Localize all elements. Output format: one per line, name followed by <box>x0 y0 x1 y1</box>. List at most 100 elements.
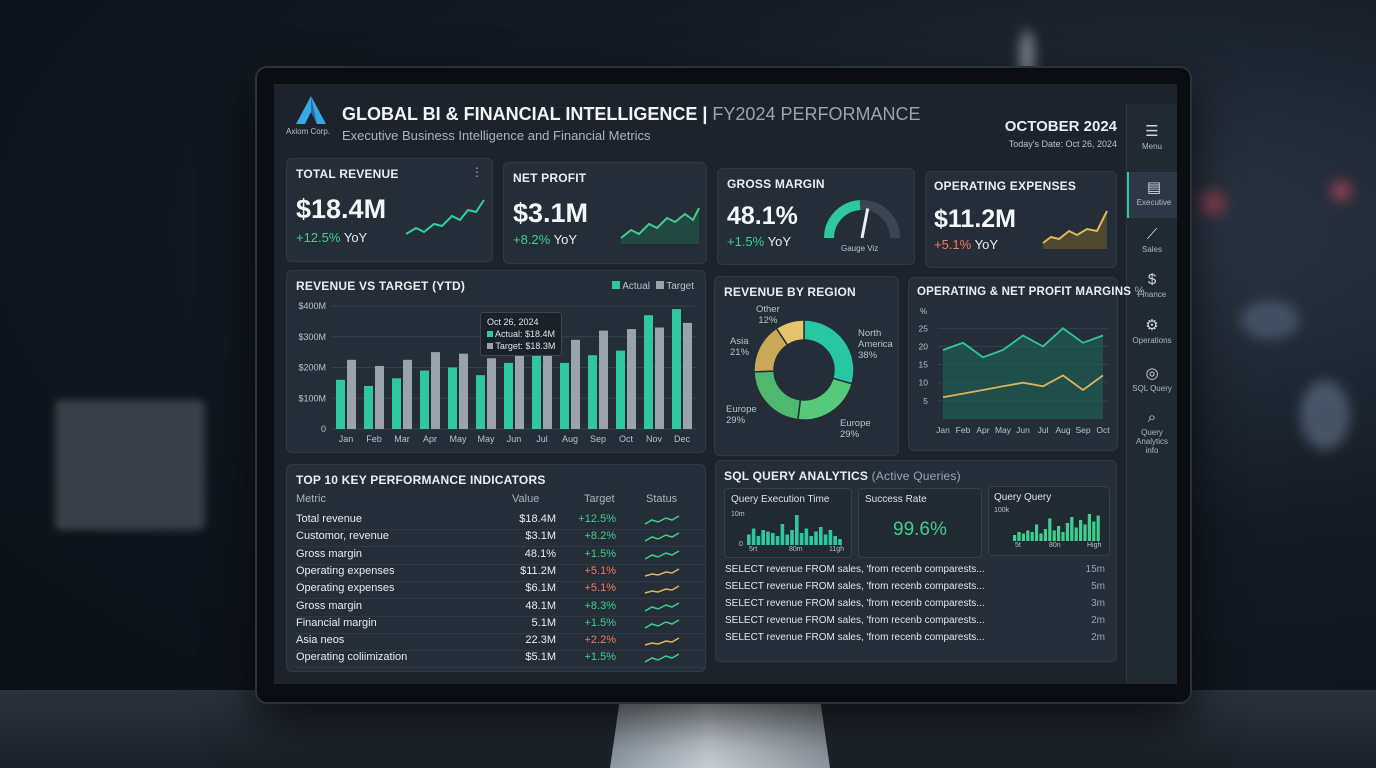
metric-cell: Financial margin <box>296 616 377 629</box>
value-cell: 5.1M <box>531 616 556 629</box>
kpi-value: $11.2M <box>934 205 1017 233</box>
table-row[interactable]: Operating coliimization $5.1M +1.5% <box>296 650 706 669</box>
y-tick: 10m <box>731 511 745 518</box>
donut-slice[interactable] <box>803 319 855 385</box>
query-row[interactable]: SELECT revenue FROM sales, 'from recenb … <box>725 632 1105 643</box>
y-tick-label: $400M <box>298 301 326 311</box>
nav-operations[interactable]: ⚙ Operations <box>1127 316 1177 345</box>
bar-target[interactable] <box>599 330 608 429</box>
value-cell: $5.1M <box>525 651 556 664</box>
revenue-bar-chart: $400M $300M $200M $100M 0 Jan Feb Mar Apr May May J… <box>298 301 696 444</box>
margins-card: OPERATING & NET PROFIT MARGINS % % 25 20 1… <box>908 277 1145 451</box>
bar-target[interactable] <box>571 339 580 429</box>
nav-menu[interactable]: ☰ Menu <box>1127 122 1177 151</box>
table-row[interactable]: Gross margin 48.1% +1.5% <box>296 547 706 565</box>
sql-title: SQL QUERY ANALYTICS (Active Queries) <box>724 469 961 483</box>
side-nav: ☰ Menu ▤ Executive ⟋ Sales $ Finance ⚙ Operat… <box>1126 104 1177 684</box>
bar-target[interactable] <box>431 352 440 429</box>
status-sparkline <box>644 515 680 525</box>
mini-bar <box>1079 520 1083 541</box>
mini-bar <box>828 530 833 545</box>
kpi-title: OPERATING EXPENSES <box>934 179 1077 193</box>
y-tick-label: 20 <box>919 341 929 351</box>
kpi-card-gross-margin[interactable]: GROSS MARGIN 48.1% +1.5% YoY Gauge Viz <box>717 168 915 265</box>
exec-time-bars <box>747 515 842 545</box>
query-row[interactable]: SELECT revenue FROM sales, 'from recenb … <box>725 598 1105 609</box>
kpi-card-net-profit[interactable]: NET PROFIT $3.1M +8.2% YoY <box>503 162 707 264</box>
table-row[interactable]: Gross margin 48.1M +8.3% <box>296 599 706 617</box>
page-subtitle: Executive Business Intelligence and Fina… <box>342 128 651 143</box>
database-icon: ◎ <box>1145 365 1159 382</box>
bar-actual[interactable] <box>336 379 345 429</box>
bar-target[interactable] <box>487 358 496 429</box>
table-row[interactable]: Customor, revenue $3.1M +8.2% <box>296 529 706 548</box>
query-row[interactable]: SELECT revenue FROM sales, 'from recenb … <box>725 564 1105 575</box>
nav-sales[interactable]: ⟋ Sales <box>1127 226 1177 254</box>
query-row[interactable]: SELECT revenue FROM sales, 'from recenb … <box>725 615 1105 626</box>
donut-slice[interactable] <box>797 377 853 421</box>
mini-bar <box>838 539 842 545</box>
bar-target[interactable] <box>459 353 468 429</box>
bar-target[interactable] <box>683 322 692 429</box>
bar-actual[interactable] <box>588 355 597 429</box>
chart-tooltip: Oct 26, 2024 Actual: $18.4M Target: $18.… <box>480 312 563 356</box>
bar-actual[interactable] <box>644 315 653 429</box>
x-tick-label: May <box>477 434 495 444</box>
nav-label: Finance <box>1137 290 1167 299</box>
query-row[interactable]: SELECT revenue FROM sales, 'from recenb … <box>725 581 1105 592</box>
value-cell: 22.3M <box>525 634 556 647</box>
more-icon[interactable]: ⋮ <box>471 165 483 179</box>
table-row[interactable]: Asia neos 22.3M +2.2% <box>296 633 706 652</box>
brand-name: Axiom Corp. <box>286 127 331 136</box>
nav-label: SQL Query <box>1132 384 1172 393</box>
bar-actual[interactable] <box>560 362 569 429</box>
donut-slice[interactable] <box>753 370 802 421</box>
bar-actual[interactable] <box>420 370 429 429</box>
query-text: SELECT revenue FROM sales, 'from recenb … <box>725 581 985 592</box>
bar-target[interactable] <box>375 365 384 429</box>
bar-actual[interactable] <box>672 309 681 429</box>
bar-target[interactable] <box>543 347 552 429</box>
table-row[interactable]: Total revenue $18.4M +12.5% <box>296 512 706 530</box>
table-row[interactable]: Financial margin 5.1M +1.5% <box>296 616 706 634</box>
bar-target[interactable] <box>627 329 636 429</box>
mini-bar <box>1043 529 1047 541</box>
series-line[interactable] <box>942 327 1104 359</box>
bar-target[interactable] <box>403 359 412 429</box>
bar-actual[interactable] <box>364 385 373 429</box>
kpi-card-operating-expenses[interactable]: OPERATING EXPENSES $11.2M +5.1% YoY <box>925 171 1117 268</box>
status-sparkline <box>644 568 680 577</box>
table-row[interactable]: Operating expenses $6.1M +5.1% <box>296 581 706 600</box>
success-rate-value: 99.6% <box>893 519 947 540</box>
legend-target: Target <box>666 281 694 292</box>
bar-actual[interactable] <box>504 362 513 429</box>
table-row[interactable]: Operating expenses $11.2M +5.1% <box>296 564 706 582</box>
tooltip-target: Target: $18.3M <box>495 341 556 351</box>
mini-bar <box>1092 521 1096 541</box>
legend-actual: Actual <box>622 281 651 292</box>
bar-actual[interactable] <box>448 367 457 430</box>
bar-target[interactable] <box>655 327 664 429</box>
nav-finance[interactable]: $ Finance <box>1127 271 1177 299</box>
bar-target[interactable] <box>347 359 356 429</box>
table-header: Metric Value Target Status <box>296 493 678 505</box>
kpi-change: +5.1% YoY <box>934 237 999 252</box>
title-suffix: FY2024 PERFORMANCE <box>712 104 921 124</box>
x-tick: 5rt <box>749 546 758 553</box>
bar-actual[interactable] <box>616 350 625 429</box>
bar-target[interactable] <box>515 353 524 429</box>
nav-executive[interactable]: ▤ Executive <box>1127 172 1177 218</box>
query-time: 5m <box>1091 581 1105 592</box>
nav-sql-query[interactable]: ◎ SQL Query <box>1127 364 1177 393</box>
status-sparkline <box>644 585 680 594</box>
query-volume-panel: Query Query 100k 5t 80n High <box>988 486 1110 556</box>
nav-query-analytics[interactable]: ⌕ Query Analytics info <box>1127 409 1177 455</box>
series-line[interactable] <box>942 374 1104 399</box>
bar-actual[interactable] <box>476 375 485 429</box>
status-sparkline <box>644 653 680 664</box>
donut-slice[interactable] <box>775 319 805 347</box>
nav-label: Executive <box>1136 198 1172 207</box>
bar-actual[interactable] <box>532 355 541 429</box>
kpi-card-total-revenue[interactable]: TOTAL REVENUE ⋮ $18.4M +12.5% YoY <box>286 158 493 262</box>
bar-actual[interactable] <box>392 378 401 429</box>
